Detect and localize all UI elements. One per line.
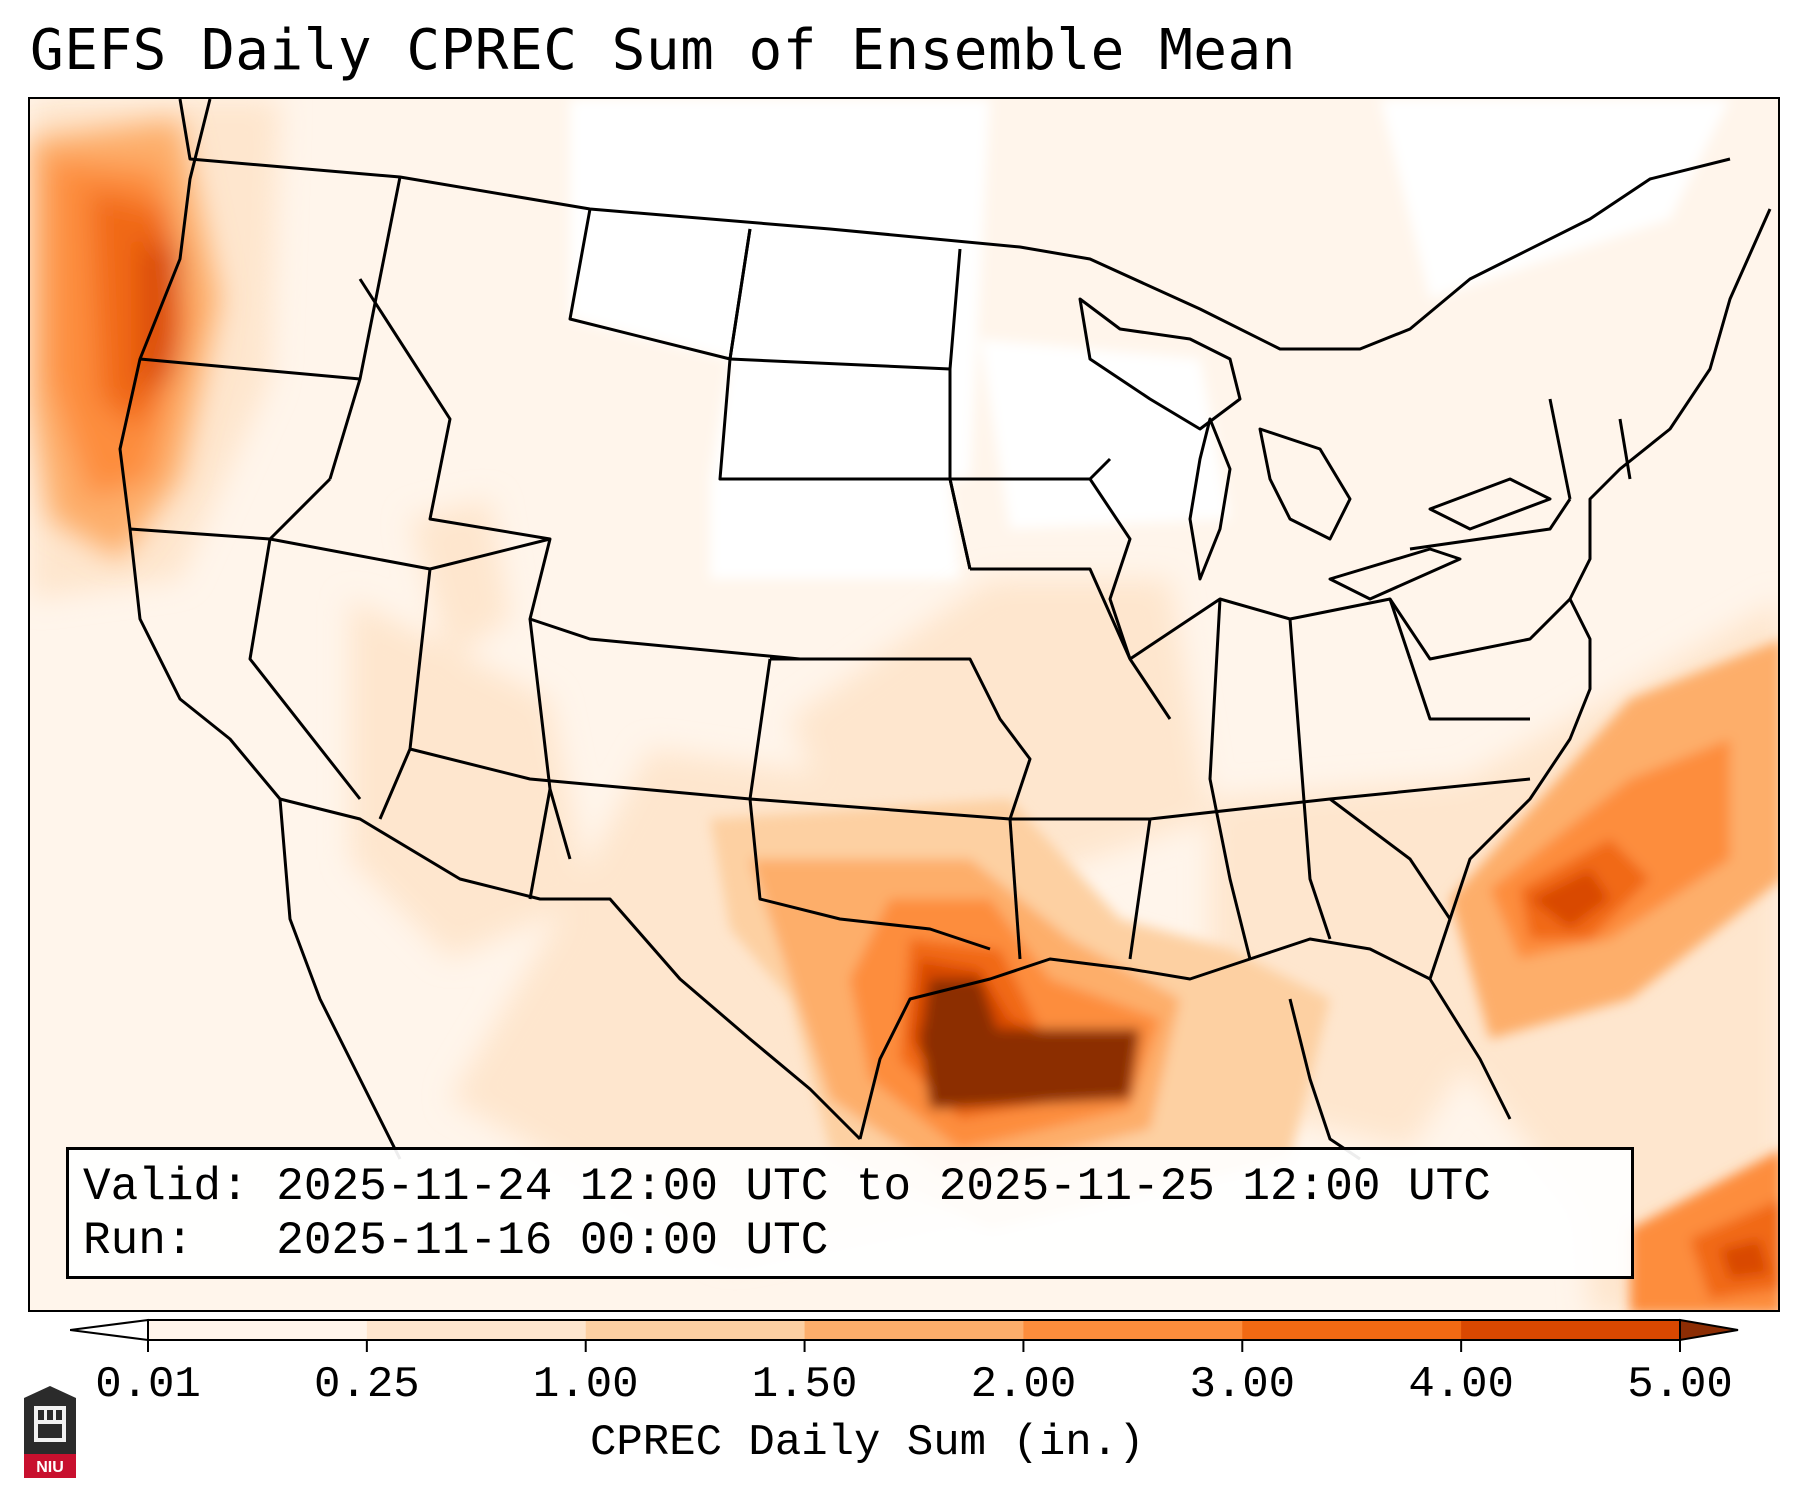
caribbean-precip <box>1630 1151 1778 1310</box>
state-line <box>1208 598 1252 960</box>
precip-map <box>30 99 1778 1310</box>
lake-superior <box>1078 297 1242 431</box>
lake-huron <box>1258 427 1352 541</box>
state-line <box>948 478 972 570</box>
chart-title: GEFS Daily CPREC Sum of Ensemble Mean <box>30 18 1296 83</box>
colorbar-tick-label: 4.00 <box>1408 1360 1514 1410</box>
run-label: Run: <box>83 1215 194 1267</box>
state-line <box>1548 398 1572 500</box>
state-line <box>748 798 991 951</box>
state-line <box>1329 797 1452 920</box>
svg-text:NIU: NIU <box>36 1459 64 1476</box>
colorbar-ticks <box>147 1340 1681 1352</box>
state-line <box>970 567 1172 720</box>
dry-areas <box>570 99 1730 579</box>
colorbar-extend-low <box>70 1318 149 1342</box>
us-canada-border <box>178 99 1731 351</box>
colorbar-tick-label: 0.25 <box>314 1360 420 1410</box>
west-coast <box>118 99 402 1160</box>
colorbar-tick-label: 5.00 <box>1627 1360 1733 1410</box>
state-line <box>728 228 962 371</box>
valid-label: Valid: <box>83 1161 249 1213</box>
colorbar-segment <box>804 1320 1024 1340</box>
valid-run-info-box: Valid: 2025-11-24 12:00 UTC to 2025-11-2… <box>66 1147 1634 1279</box>
state-line <box>528 788 552 900</box>
run-value: 2025-11-16 00:00 UTC <box>276 1215 829 1267</box>
map-panel <box>28 97 1780 1312</box>
us-mexico-border <box>279 797 862 1141</box>
state-line <box>1388 597 1572 661</box>
colorbar-segment <box>366 1320 587 1340</box>
state-line <box>358 278 551 541</box>
state-line <box>1128 818 1152 960</box>
colorbar-segment <box>1242 1320 1462 1340</box>
lake-ontario <box>1428 477 1552 531</box>
colorbar-segment <box>1023 1320 1243 1340</box>
state-line <box>948 369 1112 481</box>
niu-logo: NIU <box>24 1386 76 1478</box>
colorbar-segment <box>585 1320 806 1340</box>
state-line <box>1618 418 1632 480</box>
colorbar-tick-label: 0.01 <box>95 1360 201 1410</box>
state-line <box>1129 597 1412 661</box>
colorbar-segments <box>70 1318 1739 1342</box>
state-line <box>139 357 361 381</box>
state-line <box>1409 498 1572 551</box>
colorbar-tick-label: 1.00 <box>532 1360 639 1410</box>
state-line <box>1288 618 1332 940</box>
colorbar <box>70 1318 1739 1352</box>
state-line <box>1008 818 1022 960</box>
lake-michigan <box>1188 417 1232 581</box>
state-line <box>1088 478 1132 660</box>
map-outlines <box>118 99 1772 1161</box>
colorbar-tick-label: 2.00 <box>970 1360 1077 1410</box>
colorbar-extend-high <box>1679 1318 1739 1342</box>
colorbar-label: CPREC Daily Sum (in.) <box>590 1418 1145 1468</box>
colorbar-outline <box>147 1319 1681 1341</box>
colorbar-segment <box>1461 1320 1681 1340</box>
state-line <box>770 657 1032 820</box>
atlantic-precip <box>1450 640 1778 1039</box>
colorbar-tick-label: 3.00 <box>1189 1360 1296 1410</box>
state-line <box>1408 658 1530 721</box>
colorbar-tick-label: 1.50 <box>751 1360 858 1410</box>
state-line <box>269 537 432 820</box>
state-line <box>248 538 362 800</box>
pacific-northwest-precip <box>30 119 220 559</box>
lake-erie <box>1328 547 1462 601</box>
state-line <box>409 658 772 801</box>
valid-value: 2025-11-24 12:00 UTC to 2025-11-25 12:00… <box>276 1161 1491 1213</box>
colorbar-segment <box>148 1320 368 1340</box>
